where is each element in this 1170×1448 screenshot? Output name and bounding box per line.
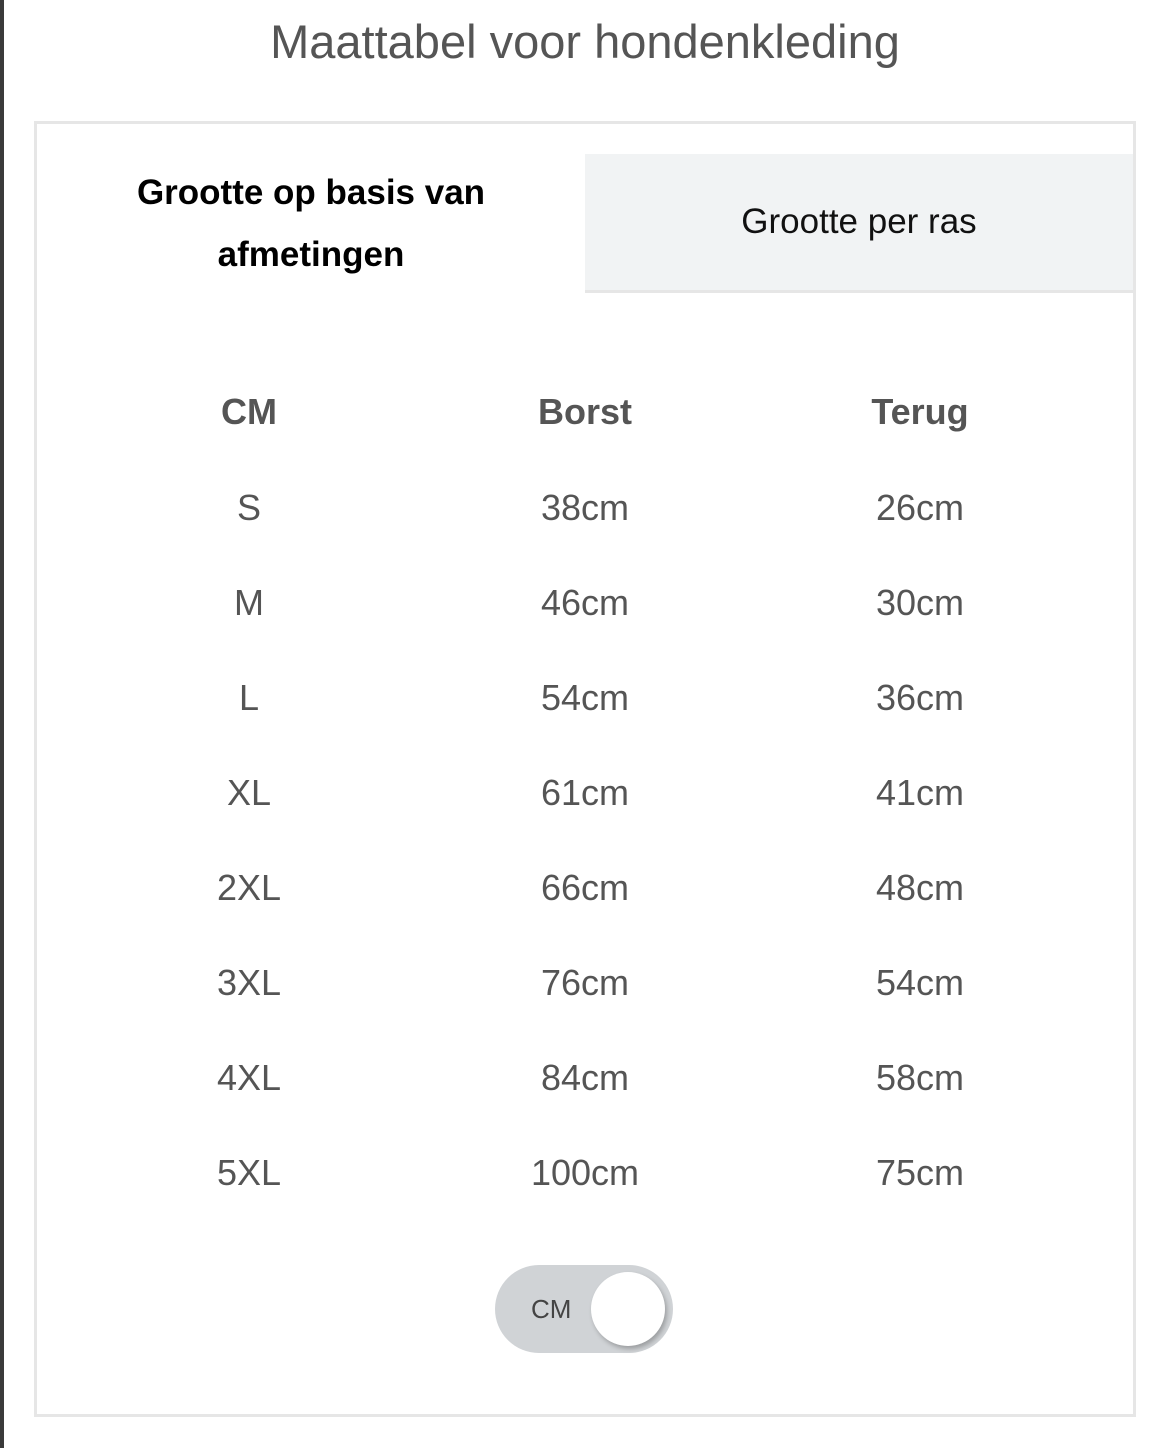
table-cell: 100cm: [530, 1152, 640, 1193]
table-cell: 38cm: [540, 487, 630, 528]
window-edge: [0, 0, 4, 1448]
header-cell: Borst: [537, 391, 632, 432]
table-cell: 75cm: [875, 1152, 965, 1193]
table-row: 5XL 100cm 75cm: [37, 1152, 1133, 1212]
table-row: 2XL 66cm 48cm: [37, 867, 1133, 927]
table-cell: S: [236, 487, 261, 528]
table-cell: 61cm: [540, 772, 630, 813]
size-chart-panel: Grootte op basis van afmetingen Grootte …: [34, 121, 1136, 1417]
table-cell: M: [234, 582, 264, 623]
table-row: M 46cm 30cm: [37, 582, 1133, 642]
table-cell: 2XL: [216, 867, 282, 908]
page-title: Maattabel voor hondenkleding: [270, 15, 900, 68]
unit-toggle[interactable]: CM: [495, 1265, 673, 1353]
table-cell: 46cm: [540, 582, 630, 623]
tab-label: Grootte op basis van afmetingen: [136, 173, 486, 274]
table-cell: 84cm: [540, 1057, 630, 1098]
table-header: CM Borst Terug: [37, 391, 1133, 451]
table-cell: 26cm: [875, 487, 965, 528]
tab-label: Grootte per ras: [741, 202, 977, 241]
table-cell: 66cm: [540, 867, 630, 908]
table-cell: 3XL: [216, 962, 282, 1003]
table-cell: 58cm: [875, 1057, 965, 1098]
header-cell: CM: [221, 391, 277, 432]
table-row: L 54cm 36cm: [37, 677, 1133, 737]
tab-measurements[interactable]: Grootte op basis van afmetingen: [37, 154, 585, 294]
table-cell: 4XL: [216, 1057, 282, 1098]
table-cell: 36cm: [875, 677, 965, 718]
table-row: S 38cm 26cm: [37, 487, 1133, 547]
table-row: XL 61cm 41cm: [37, 772, 1133, 832]
table-cell: 48cm: [875, 867, 965, 908]
table-cell: 5XL: [216, 1152, 282, 1193]
toggle-label: CM: [531, 1294, 572, 1324]
toggle-knob: [591, 1272, 665, 1346]
table-cell: 30cm: [875, 582, 965, 623]
table-cell: 54cm: [875, 962, 965, 1003]
table-row: 4XL 84cm 58cm: [37, 1057, 1133, 1117]
table-cell: XL: [226, 772, 272, 813]
table-row: 3XL 76cm 54cm: [37, 962, 1133, 1022]
tab-breed[interactable]: Grootte per ras: [585, 154, 1133, 293]
table-cell: 54cm: [540, 677, 630, 718]
table-cell: 76cm: [540, 962, 630, 1003]
header-cell: Terug: [871, 391, 969, 432]
table-cell: 41cm: [875, 772, 965, 813]
table-cell: L: [238, 677, 260, 718]
